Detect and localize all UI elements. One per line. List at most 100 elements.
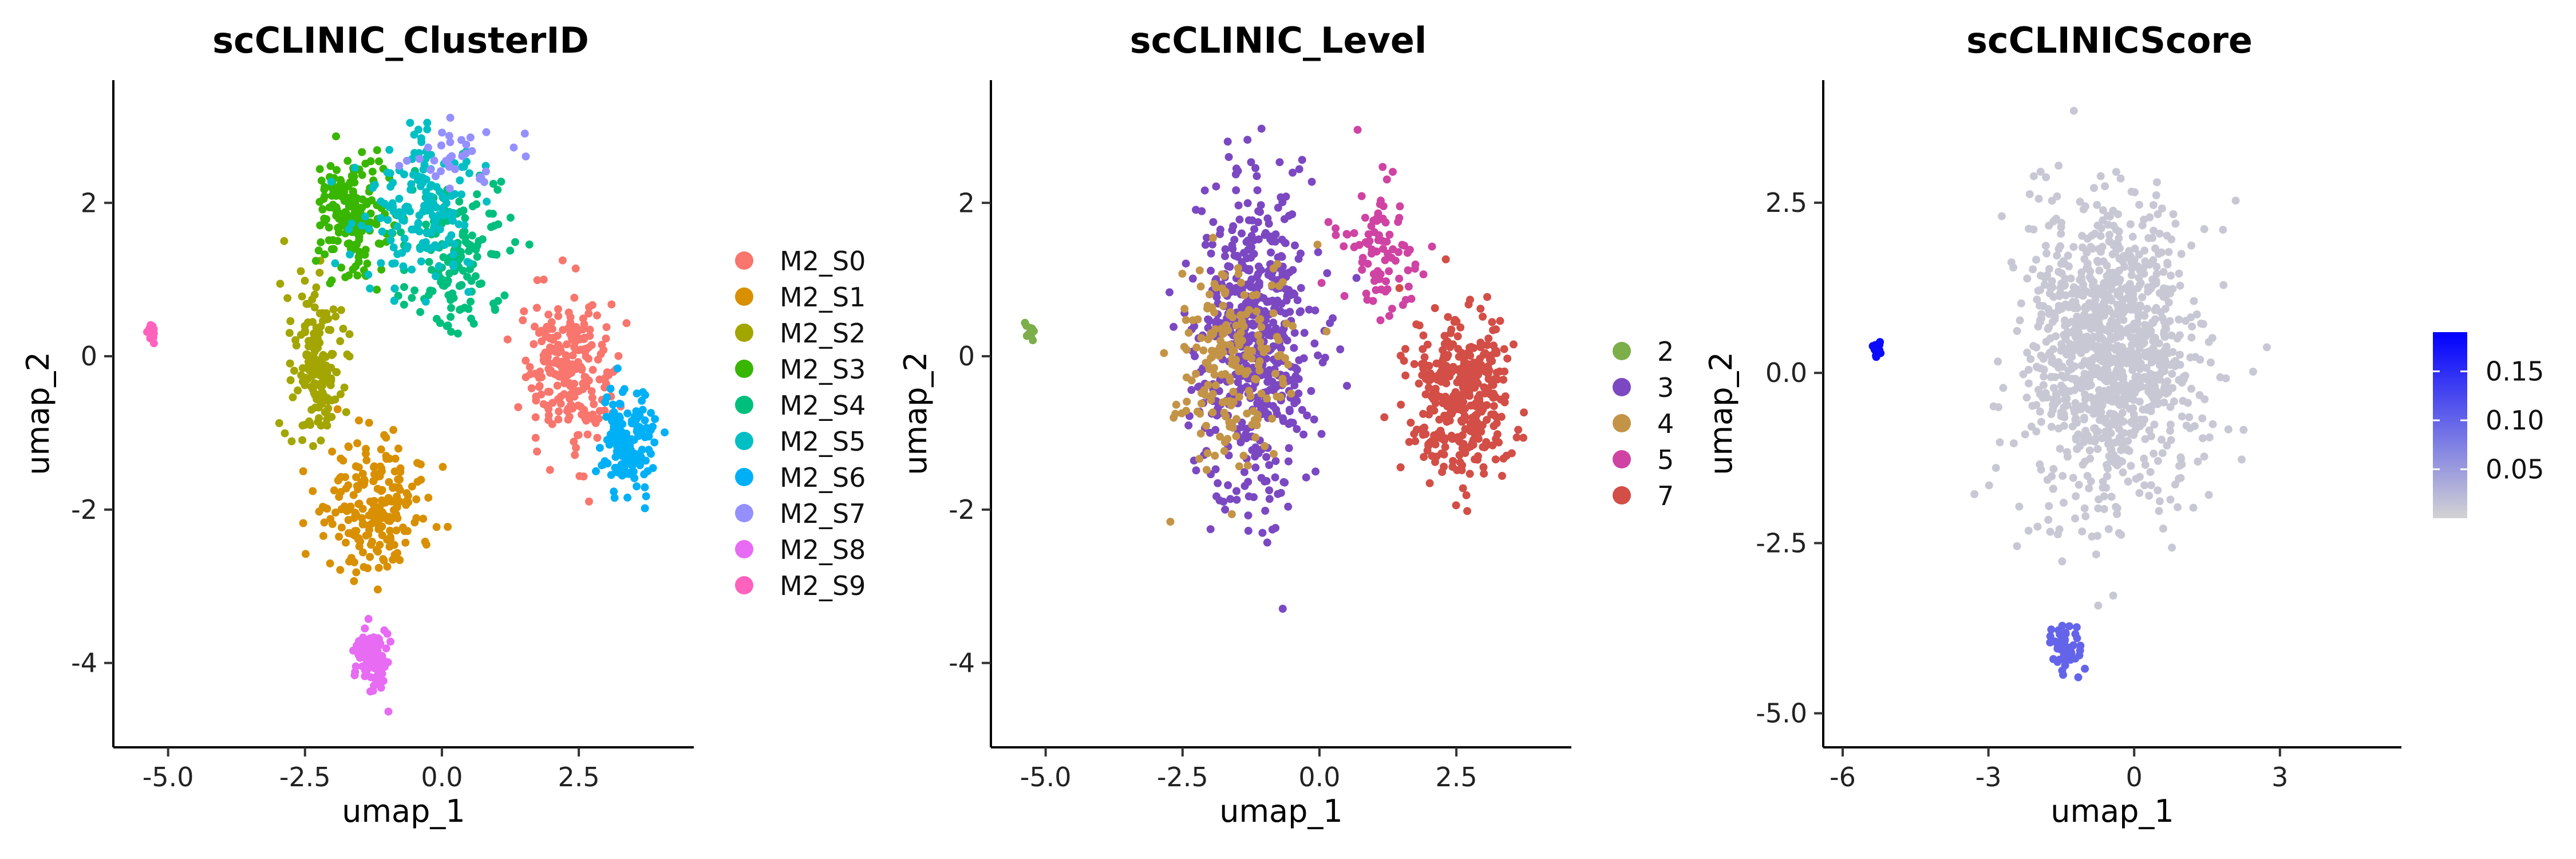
point-M2_S1 bbox=[378, 522, 386, 531]
point-group-2 bbox=[2112, 454, 2121, 463]
point-group-2 bbox=[2061, 395, 2069, 404]
point-4 bbox=[1202, 421, 1210, 430]
point-group-2 bbox=[2101, 427, 2109, 436]
legend-swatch bbox=[1613, 450, 1631, 468]
y-tick-label: -4 bbox=[71, 648, 97, 679]
point-M2_S1 bbox=[370, 497, 378, 505]
point-group-2 bbox=[2034, 195, 2043, 203]
point-4 bbox=[1269, 309, 1278, 318]
point-M2_S3 bbox=[325, 236, 333, 245]
point-4 bbox=[1253, 290, 1261, 299]
point-group-2 bbox=[2155, 230, 2164, 238]
point-3 bbox=[1279, 417, 1287, 425]
point-5 bbox=[1381, 218, 1390, 227]
point-4 bbox=[1255, 367, 1264, 375]
point-group-2 bbox=[2075, 480, 2083, 489]
point-group-2 bbox=[2231, 196, 2240, 205]
point-3 bbox=[1257, 124, 1266, 133]
point-M2_S1 bbox=[385, 455, 394, 463]
point-M2_S5 bbox=[410, 131, 418, 139]
point-3 bbox=[1251, 164, 1260, 172]
panel-level: scCLINIC_Level -5.0 -2.5 0.0 2.5 -4 -2 0 2 umap… bbox=[898, 19, 1674, 829]
point-3 bbox=[1257, 474, 1266, 482]
point-M2_S0 bbox=[553, 381, 562, 390]
point-7 bbox=[1465, 470, 1474, 478]
x-axis-label: umap_1 bbox=[342, 793, 465, 829]
point-group-2 bbox=[2087, 289, 2095, 298]
point-3 bbox=[1188, 274, 1197, 283]
point-group-2 bbox=[2176, 453, 2185, 462]
point-M2_S4 bbox=[410, 286, 419, 295]
point-5 bbox=[1358, 258, 1366, 266]
point-M2_S2 bbox=[337, 306, 345, 314]
point-7 bbox=[1405, 438, 1413, 446]
point-M2_S6 bbox=[633, 389, 641, 398]
point-M2_S2 bbox=[309, 318, 317, 326]
point-group-2 bbox=[2158, 366, 2167, 375]
x-tick-label: 0.0 bbox=[1298, 762, 1340, 793]
point-M2_S1 bbox=[376, 541, 384, 549]
point-M2_S0 bbox=[596, 350, 605, 358]
point-M2_S0 bbox=[582, 416, 591, 425]
point-5 bbox=[1332, 231, 1340, 239]
point-group-2 bbox=[2099, 366, 2108, 375]
point-M2_S2 bbox=[297, 330, 305, 339]
point-7 bbox=[1464, 444, 1472, 452]
legend-label: M2_S2 bbox=[780, 318, 866, 349]
point-group-2 bbox=[2040, 365, 2048, 374]
point-M2_S0 bbox=[530, 340, 538, 348]
point-group-2 bbox=[2087, 313, 2095, 322]
point-4 bbox=[1248, 346, 1257, 355]
point-M2_S2 bbox=[322, 309, 331, 317]
point-M2_S1 bbox=[344, 442, 353, 451]
point-M2_S5 bbox=[370, 180, 379, 189]
point-3 bbox=[1265, 495, 1274, 503]
point-M2_S1 bbox=[402, 497, 411, 505]
point-group-2 bbox=[2036, 167, 2045, 176]
legend-label: 7 bbox=[1657, 480, 1674, 511]
point-group-2 bbox=[2200, 225, 2208, 234]
y-axis-label: umap_2 bbox=[898, 352, 934, 475]
legend-swatch bbox=[735, 504, 753, 522]
point-M2_S3 bbox=[345, 239, 353, 247]
point-3 bbox=[1207, 266, 1215, 275]
point-M2_S3 bbox=[327, 245, 336, 254]
point-M2_S2 bbox=[345, 330, 354, 338]
point-M2_S5 bbox=[428, 211, 437, 220]
point-M2_S1 bbox=[352, 473, 361, 482]
point-3 bbox=[1224, 262, 1232, 270]
point-group-2 bbox=[2150, 450, 2158, 458]
point-4 bbox=[1195, 266, 1204, 275]
point-group-2 bbox=[2113, 510, 2121, 518]
point-M2_S6 bbox=[606, 413, 615, 421]
point-group-2 bbox=[2037, 310, 2046, 318]
point-M2_S1 bbox=[320, 518, 329, 527]
point-7 bbox=[1439, 399, 1447, 407]
point-group-2 bbox=[2055, 525, 2064, 534]
point-M2_S1 bbox=[337, 523, 346, 532]
point-M2_S3 bbox=[336, 176, 345, 184]
point-group-2 bbox=[2025, 379, 2033, 388]
point-group-2 bbox=[2092, 398, 2100, 407]
point-group-2 bbox=[2219, 281, 2228, 289]
point-M2_S4 bbox=[489, 250, 498, 259]
point-group-2 bbox=[2200, 452, 2208, 461]
point-group-2 bbox=[2163, 290, 2171, 298]
point-7 bbox=[1471, 360, 1479, 368]
point-3 bbox=[1250, 236, 1258, 245]
point-group-2 bbox=[2083, 332, 2091, 341]
point-group-2 bbox=[2062, 373, 2071, 381]
point-M2_S3 bbox=[334, 237, 342, 245]
point-group-2 bbox=[2023, 274, 2032, 283]
point-M2_S1 bbox=[362, 456, 371, 464]
y-axis-label: umap_2 bbox=[1703, 352, 1739, 475]
point-M2_S4 bbox=[397, 228, 405, 237]
point-7 bbox=[1488, 318, 1496, 326]
point-M2_S0 bbox=[579, 472, 588, 480]
point-M2_S5 bbox=[393, 222, 401, 231]
point-7 bbox=[1440, 436, 1449, 444]
point-3 bbox=[1170, 322, 1178, 331]
point-group-2 bbox=[2107, 355, 2115, 364]
point-M2_S0 bbox=[564, 415, 572, 424]
point-group-2 bbox=[2068, 422, 2077, 431]
